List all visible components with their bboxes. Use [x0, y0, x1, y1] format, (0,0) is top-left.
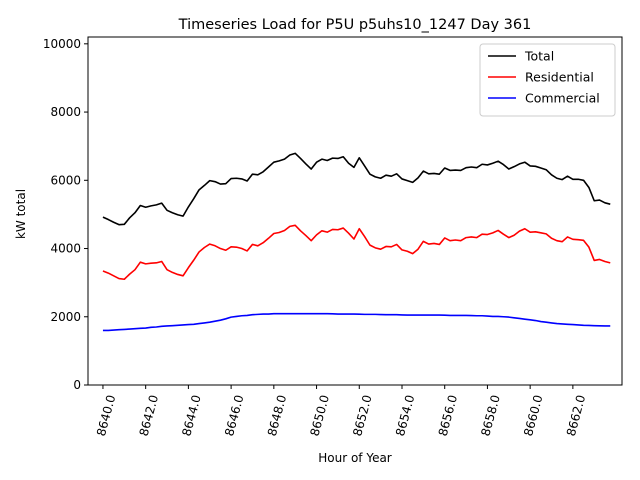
axes-frame — [87, 36, 623, 386]
legend-label: Commercial — [525, 91, 600, 106]
legend: Total Residential Commercial — [479, 43, 616, 117]
y-tick-label: 10000 — [43, 37, 81, 51]
legend-label: Total — [524, 49, 554, 64]
x-axis-title: Hour of Year — [318, 451, 392, 465]
y-axis-title: kW total — [14, 189, 28, 239]
series-line-total — [102, 152, 611, 226]
series-line-commercial — [102, 312, 611, 332]
series-line-residential — [102, 224, 611, 281]
legend-label: Residential — [525, 70, 594, 85]
y-tick-label: 0 — [73, 378, 81, 392]
chart-title: Timeseries Load for P5U p5uhs10_1247 Day… — [178, 17, 532, 33]
y-tick-label: 8000 — [50, 105, 81, 119]
plot-area — [102, 152, 611, 332]
y-tick-label: 4000 — [50, 242, 81, 256]
y-tick-label: 2000 — [50, 310, 81, 324]
y-tick-label: 6000 — [50, 173, 81, 187]
